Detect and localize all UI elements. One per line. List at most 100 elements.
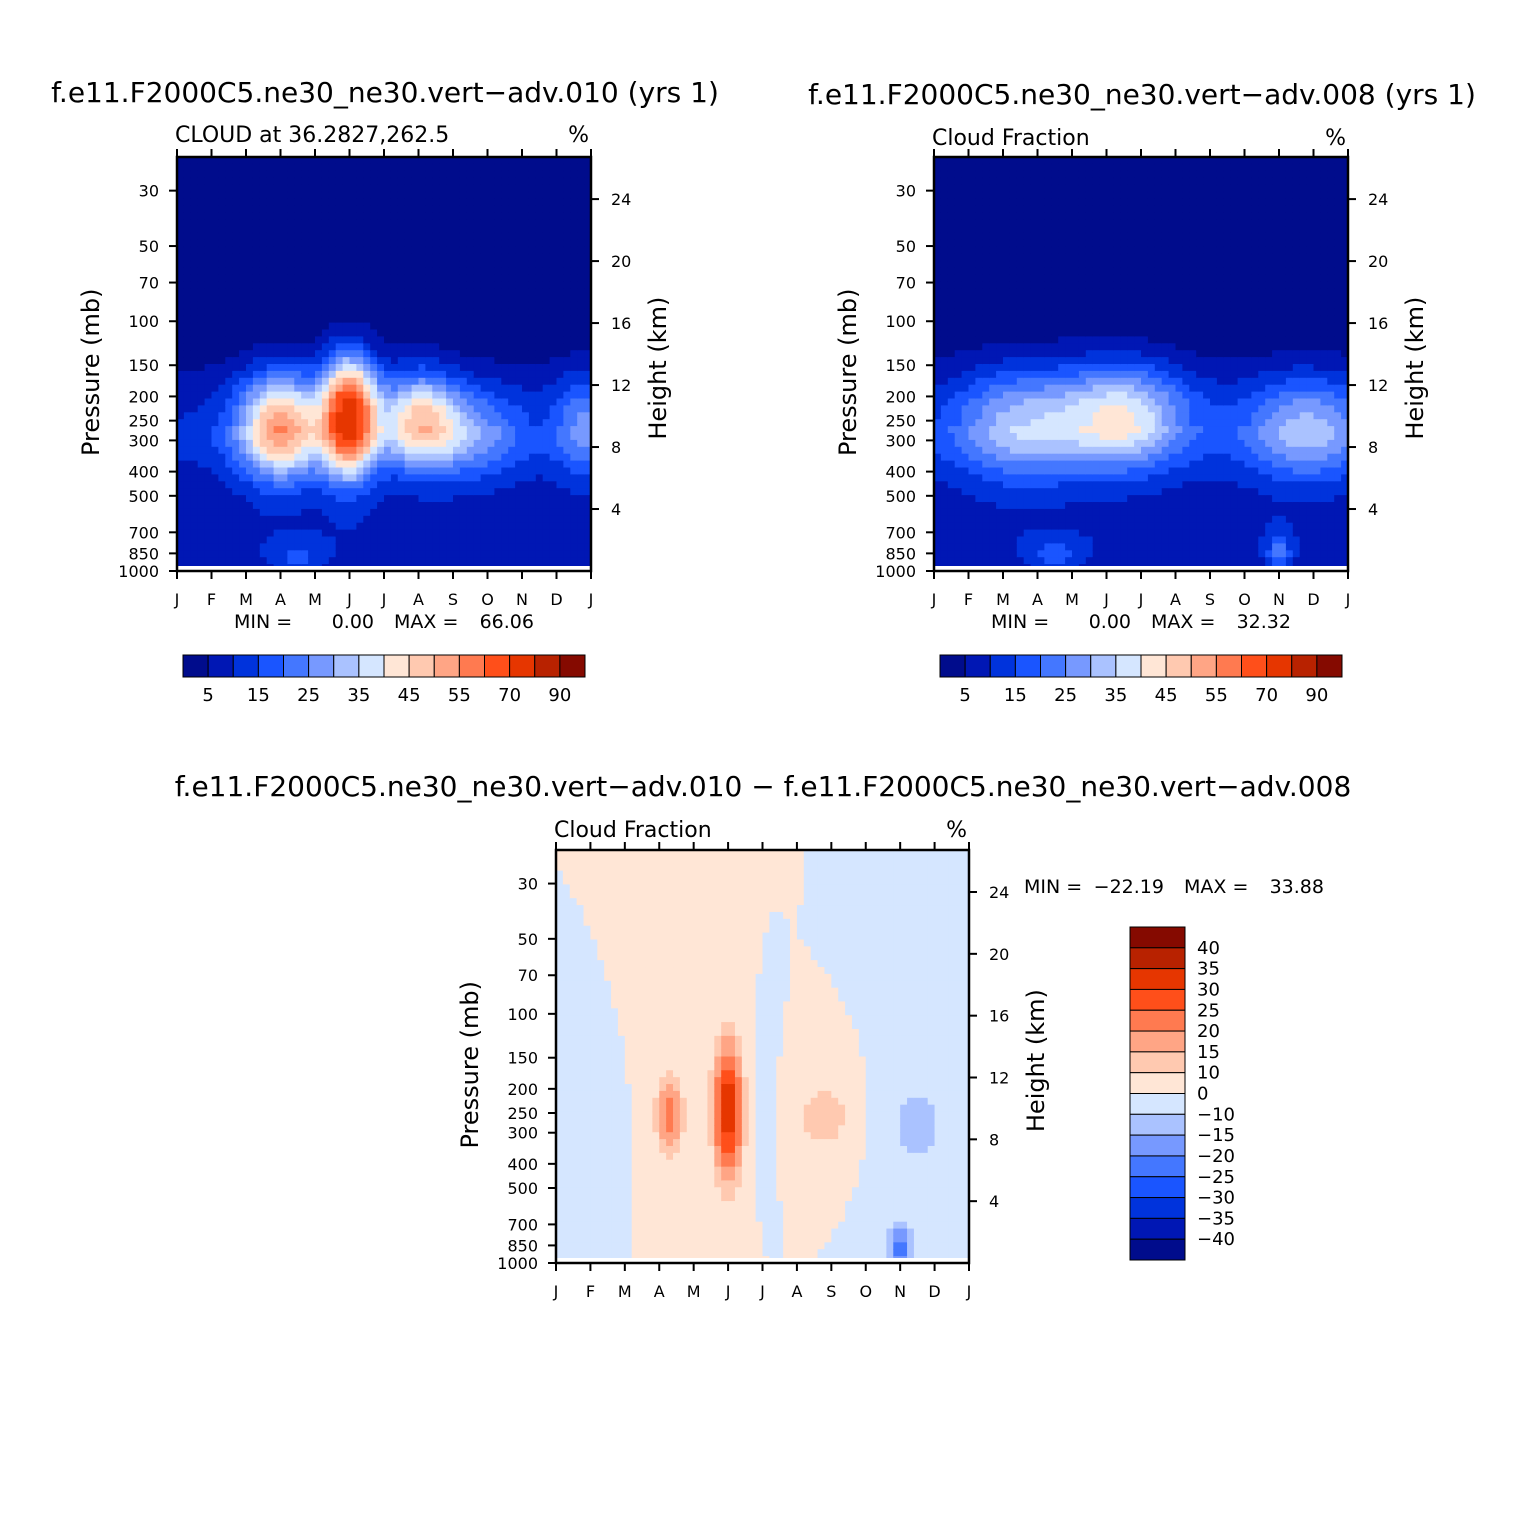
contour-cell: [308, 453, 316, 462]
contour-cell: [335, 267, 344, 275]
contour-cell: [961, 446, 970, 455]
contour-cell: [515, 467, 523, 475]
contour-cell: [549, 170, 558, 179]
contour-cell: [528, 301, 537, 310]
contour-cell: [508, 433, 516, 441]
contour-cell: [556, 274, 564, 282]
contour-cell: [418, 219, 426, 227]
contour-cell: [584, 191, 592, 199]
contour-cell: [328, 288, 337, 296]
contour-cell: [1023, 488, 1032, 496]
contour-cell: [940, 281, 949, 289]
contour-cell: [1016, 557, 1025, 565]
contour-cell: [556, 260, 564, 268]
contour-cell: [259, 550, 268, 558]
contour-cell: [363, 474, 371, 482]
contour-cell: [356, 295, 364, 303]
contour-cell: [384, 267, 392, 275]
contour-cell: [197, 433, 206, 441]
contour-cell: [397, 205, 406, 213]
contour-cell: [1016, 232, 1025, 241]
contour-cell: [384, 370, 392, 379]
contour-cell: [321, 495, 330, 503]
contour-cell: [563, 495, 571, 503]
contour-cell: [961, 288, 970, 296]
contour-cell: [570, 405, 578, 413]
contour-cell: [335, 212, 344, 220]
contour-cell: [975, 343, 983, 351]
contour-cell: [384, 536, 392, 544]
contour-cell: [246, 336, 254, 344]
contour-cell: [1009, 536, 1018, 544]
contour-cell: [934, 343, 942, 351]
contour-cell: [570, 419, 578, 427]
contour-cell: [266, 460, 275, 469]
contour-cell: [321, 177, 330, 186]
contour-cell: [494, 446, 502, 455]
contour-cell: [466, 474, 475, 482]
contour-cell: [225, 557, 233, 565]
contour-cell: [287, 274, 295, 282]
contour-cell: [1023, 170, 1032, 179]
contour-cell: [466, 267, 475, 275]
contour-cell: [1058, 543, 1066, 551]
contour-cell: [542, 177, 551, 186]
contour-cell: [459, 329, 468, 337]
contour-cell: [947, 212, 956, 220]
colorbar-label: 55: [448, 685, 471, 706]
contour-cell: [246, 453, 254, 462]
contour-cell: [522, 212, 530, 220]
contour-cell: [321, 322, 330, 331]
contour-cell: [377, 419, 385, 427]
contour-cell: [183, 157, 192, 165]
contour-cell: [1072, 508, 1080, 517]
contour-cell: [252, 322, 261, 331]
contour-cell: [480, 384, 489, 393]
contour-cell: [577, 205, 585, 213]
contour-cell: [439, 460, 447, 469]
contour-cell: [301, 557, 309, 565]
contour-cell: [190, 343, 199, 351]
contour-cell: [528, 198, 537, 206]
contour-cell: [1023, 191, 1032, 199]
contour-cell: [1065, 239, 1073, 248]
contour-cell: [356, 550, 364, 558]
contour-cell: [211, 350, 219, 358]
contour-cell: [1072, 343, 1080, 351]
contour-cell: [487, 322, 495, 331]
contour-cell: [1051, 350, 1059, 358]
contour-cell: [349, 508, 357, 517]
contour-cell: [204, 184, 213, 193]
contour-cell: [535, 433, 544, 441]
contour-cell: [411, 481, 420, 489]
contour-cell: [996, 281, 1004, 289]
contour-cell: [411, 391, 420, 400]
contour-cell: [446, 460, 454, 469]
contour-cell: [418, 502, 426, 510]
contour-cell: [190, 260, 199, 268]
contour-cell: [1058, 336, 1066, 344]
contour-cell: [218, 170, 226, 179]
contour-cell: [390, 384, 399, 393]
contour-cell: [328, 301, 337, 310]
contour-cell: [996, 460, 1004, 469]
contour-cell: [197, 267, 206, 275]
contour-cell: [459, 377, 468, 386]
contour-cell: [370, 419, 378, 427]
contour-cell: [1009, 508, 1018, 517]
contour-cell: [397, 198, 406, 206]
contour-cell: [432, 460, 440, 469]
contour-cell: [425, 495, 433, 503]
contour-cell: [1072, 474, 1080, 482]
contour-cell: [940, 329, 949, 337]
contour-cell: [239, 301, 247, 310]
contour-cell: [356, 377, 364, 386]
contour-cell: [940, 522, 949, 531]
contour-cell: [190, 384, 199, 393]
contour-cell: [377, 219, 385, 227]
contour-cell: [259, 308, 268, 317]
contour-cell: [453, 433, 461, 441]
contour-cell: [425, 246, 433, 255]
contour-cell: [584, 301, 592, 310]
contour-cell: [982, 350, 990, 358]
